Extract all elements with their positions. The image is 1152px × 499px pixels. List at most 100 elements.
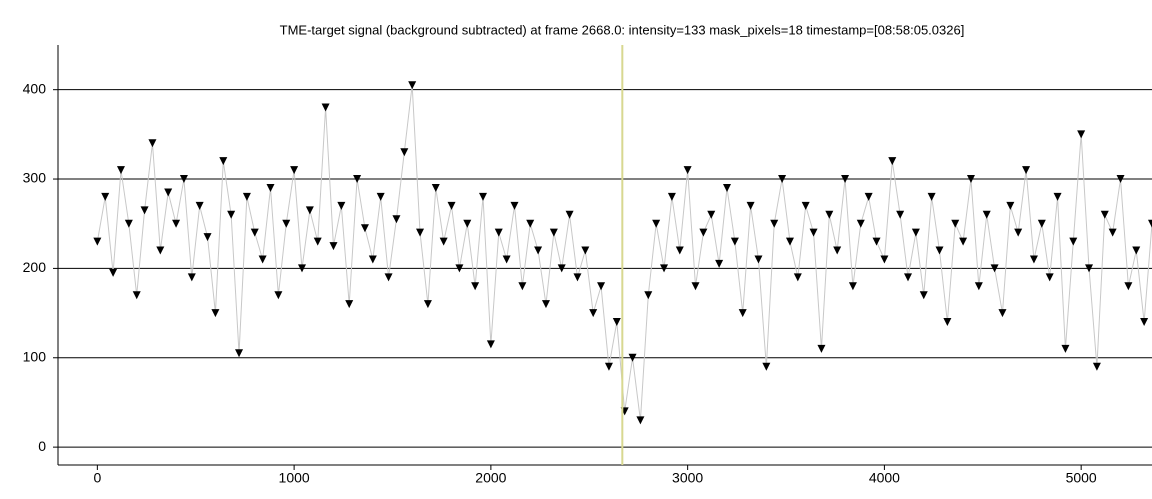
- marker: [266, 183, 275, 192]
- marker: [801, 201, 810, 210]
- marker: [541, 300, 550, 309]
- marker: [573, 273, 582, 282]
- marker: [1148, 219, 1152, 228]
- marker: [581, 246, 590, 255]
- marker: [337, 201, 346, 210]
- marker: [990, 264, 999, 273]
- marker: [762, 362, 771, 371]
- marker: [959, 237, 968, 246]
- marker: [1037, 219, 1046, 228]
- marker: [116, 166, 125, 175]
- marker: [455, 264, 464, 273]
- marker: [274, 291, 283, 300]
- marker: [148, 139, 157, 148]
- marker: [927, 192, 936, 201]
- marker: [101, 192, 110, 201]
- marker: [707, 210, 716, 219]
- marker: [368, 255, 377, 264]
- marker: [447, 201, 456, 210]
- marker: [439, 237, 448, 246]
- marker: [235, 349, 244, 358]
- marker: [376, 192, 385, 201]
- marker: [526, 219, 535, 228]
- marker: [644, 291, 653, 300]
- marker: [172, 219, 181, 228]
- marker: [1006, 201, 1015, 210]
- marker: [187, 273, 196, 282]
- x-tick-label: 5000: [1066, 470, 1097, 486]
- marker: [1100, 210, 1109, 219]
- marker: [856, 219, 865, 228]
- marker: [384, 273, 393, 282]
- marker: [1045, 273, 1054, 282]
- marker: [290, 166, 299, 175]
- marker: [479, 192, 488, 201]
- x-tick-label: 3000: [672, 470, 703, 486]
- marker: [219, 157, 228, 166]
- marker: [904, 273, 913, 282]
- marker: [345, 300, 354, 309]
- plot-area: [93, 45, 1152, 465]
- marker: [534, 246, 543, 255]
- marker: [943, 318, 952, 327]
- marker: [675, 246, 684, 255]
- marker: [738, 309, 747, 318]
- marker: [423, 300, 432, 309]
- marker: [1140, 318, 1149, 327]
- marker: [203, 233, 212, 242]
- marker: [746, 201, 755, 210]
- y-tick-label: 200: [23, 259, 47, 275]
- marker: [549, 228, 558, 237]
- marker: [321, 103, 330, 112]
- marker: [502, 255, 511, 264]
- marker: [628, 353, 637, 362]
- y-tick-label: 300: [23, 170, 47, 186]
- x-tick-label: 1000: [279, 470, 310, 486]
- marker: [966, 175, 975, 184]
- marker: [691, 282, 700, 291]
- marker: [1132, 246, 1141, 255]
- marker: [778, 175, 787, 184]
- marker: [463, 219, 472, 228]
- marker: [392, 215, 401, 224]
- marker: [486, 340, 495, 349]
- marker: [636, 416, 645, 425]
- marker: [164, 188, 173, 197]
- marker: [841, 175, 850, 184]
- marker: [919, 291, 928, 300]
- marker: [951, 219, 960, 228]
- marker: [471, 282, 480, 291]
- marker: [730, 237, 739, 246]
- marker: [888, 157, 897, 166]
- marker: [1029, 255, 1038, 264]
- marker: [360, 224, 369, 233]
- marker: [872, 237, 881, 246]
- marker: [667, 192, 676, 201]
- marker: [305, 206, 314, 215]
- marker: [982, 210, 991, 219]
- y-tick-label: 100: [23, 348, 47, 364]
- x-tick-label: 2000: [475, 470, 506, 486]
- marker: [510, 201, 519, 210]
- series-line: [96, 85, 1152, 421]
- marker: [699, 228, 708, 237]
- x-tick-label: 0: [93, 470, 101, 486]
- marker: [431, 183, 440, 192]
- marker: [809, 228, 818, 237]
- marker: [1092, 362, 1101, 371]
- marker: [258, 255, 267, 264]
- marker: [242, 192, 251, 201]
- marker: [124, 219, 133, 228]
- marker: [770, 219, 779, 228]
- marker: [109, 268, 118, 277]
- marker: [329, 242, 338, 251]
- marker: [416, 228, 425, 237]
- marker: [793, 273, 802, 282]
- marker: [1022, 166, 1031, 175]
- marker: [864, 192, 873, 201]
- marker: [195, 201, 204, 210]
- marker: [911, 228, 920, 237]
- marker: [518, 282, 527, 291]
- marker: [896, 210, 905, 219]
